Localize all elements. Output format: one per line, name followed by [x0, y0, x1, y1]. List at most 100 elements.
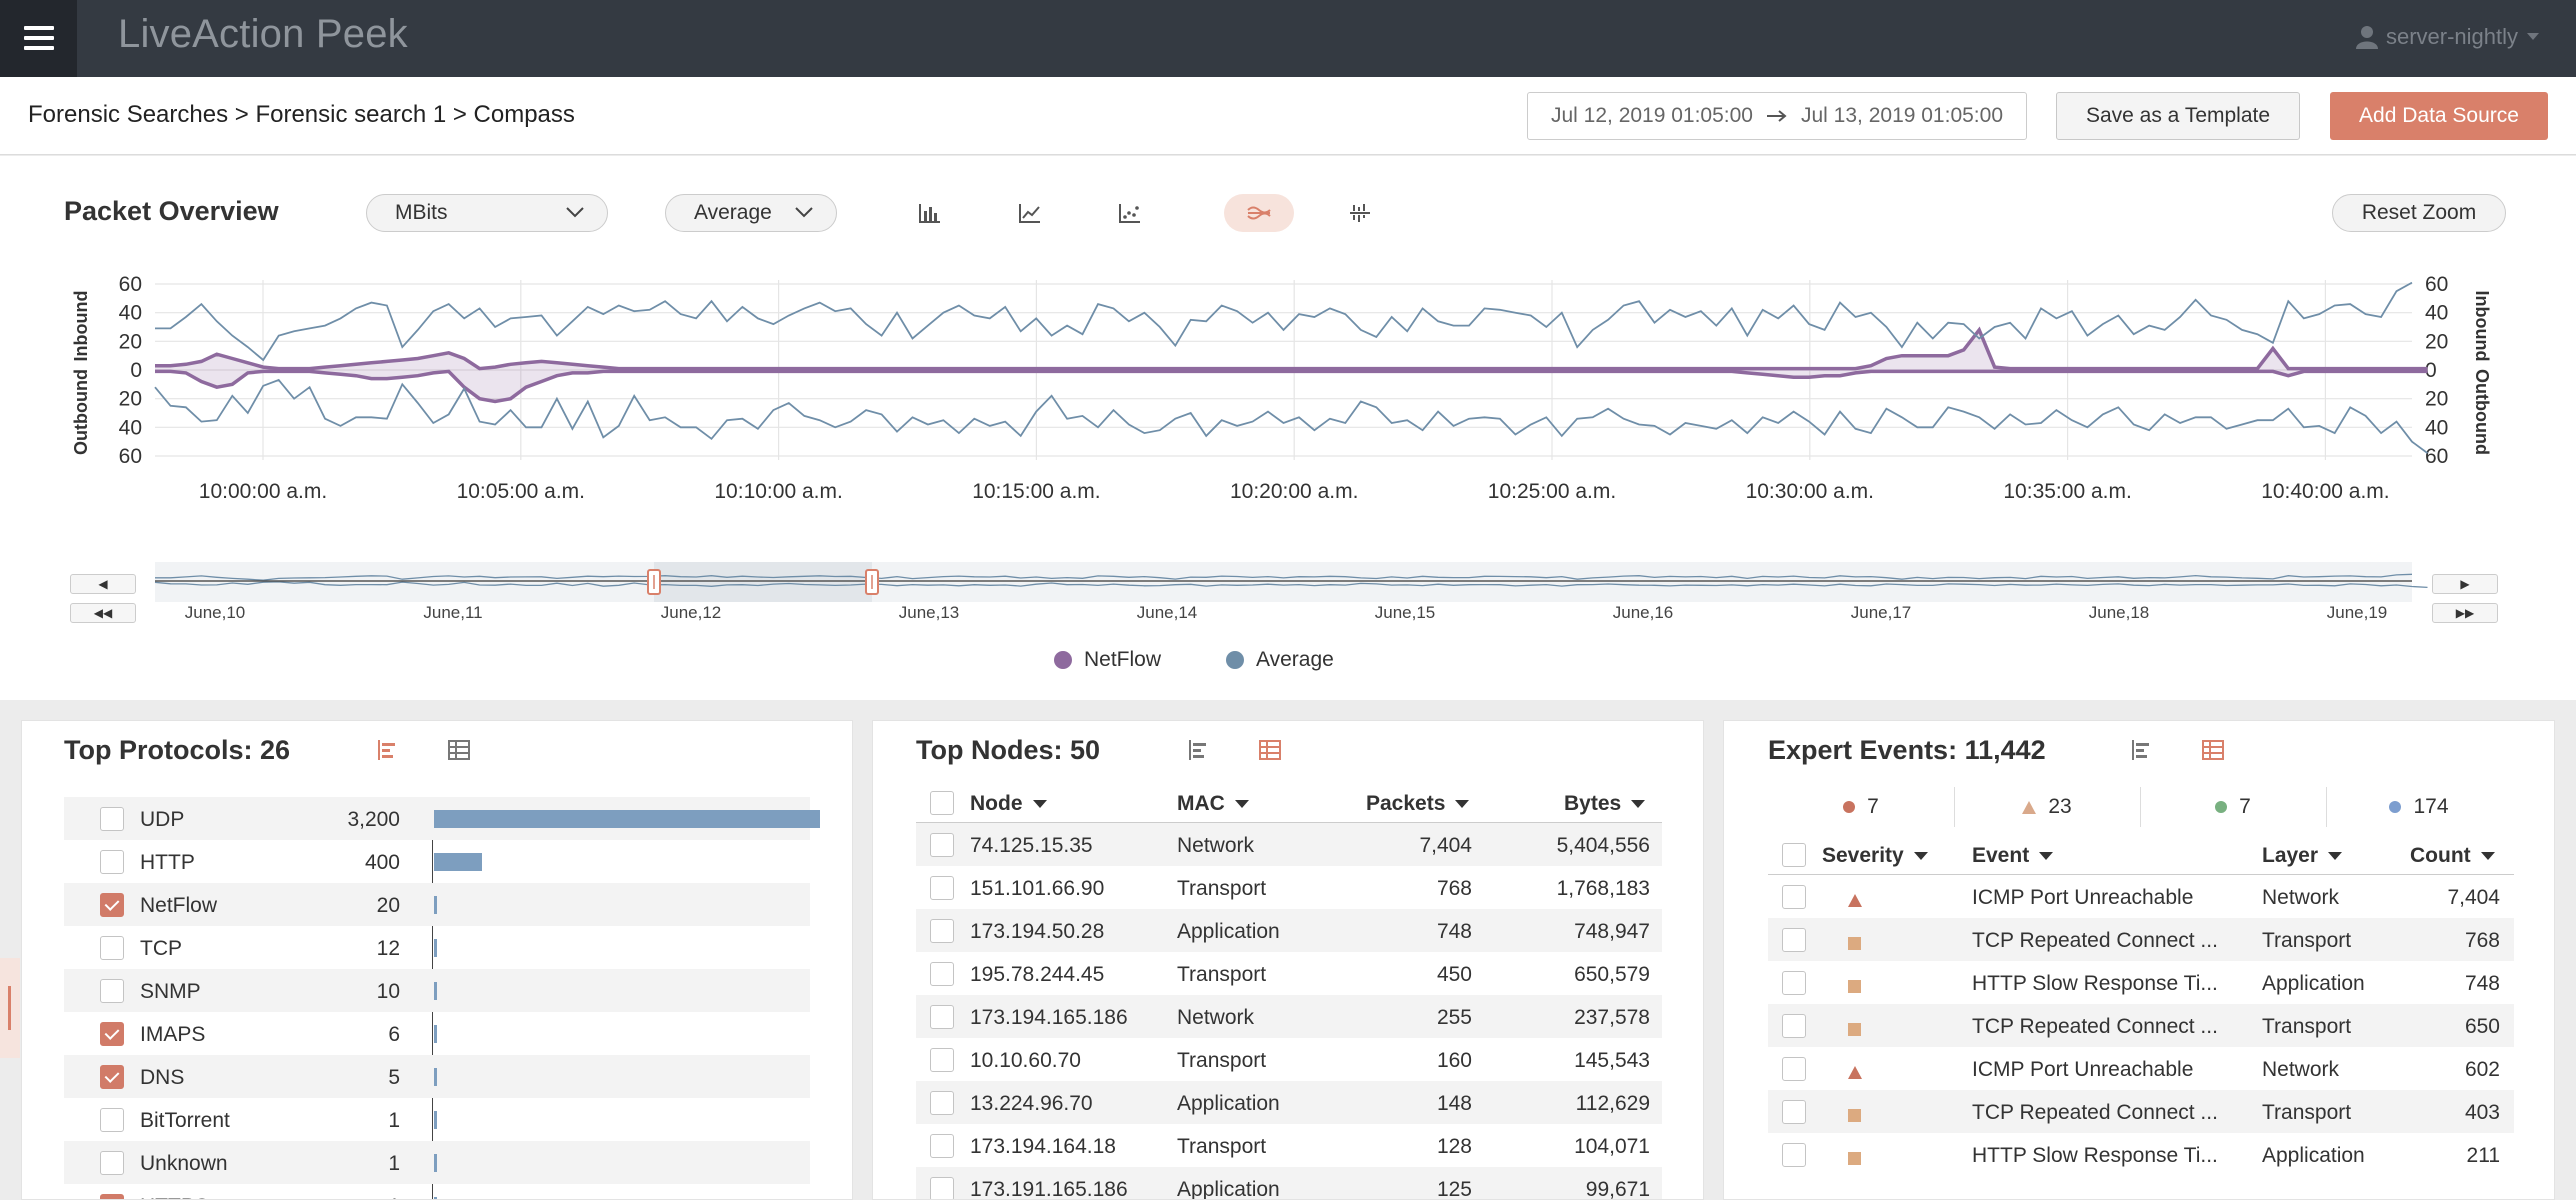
table-row[interactable]: 173.194.164.18 Transport 128 104,071 [916, 1124, 1662, 1167]
add-data-source-button[interactable]: Add Data Source [2330, 92, 2548, 140]
column-node[interactable]: Node [970, 792, 1047, 816]
protocol-row[interactable]: SNMP 10 [64, 969, 810, 1012]
protocol-bar[interactable] [434, 982, 437, 1000]
reset-zoom-button[interactable]: Reset Zoom [2332, 194, 2506, 232]
netflow-inbound-line[interactable] [155, 326, 2428, 371]
protocol-row[interactable]: Unknown 1 [64, 1141, 810, 1184]
row-checkbox[interactable] [930, 1048, 954, 1072]
table-row[interactable]: 173.191.165.186 Application 125 99,671 [916, 1167, 1662, 1199]
table-view-icon[interactable] [2202, 739, 2224, 766]
protocol-checkbox[interactable] [100, 1065, 124, 1089]
table-row[interactable]: 74.125.15.35 Network 7,404 5,404,556 [916, 823, 1662, 866]
protocol-row[interactable]: DNS 5 [64, 1055, 810, 1098]
protocol-checkbox[interactable] [100, 979, 124, 1003]
netflow-outbound-line[interactable] [155, 369, 2428, 404]
column-layer[interactable]: Layer [2262, 844, 2343, 868]
row-checkbox[interactable] [1782, 1057, 1806, 1081]
protocol-row[interactable]: NetFlow 20 [64, 883, 810, 926]
row-checkbox[interactable] [1782, 1014, 1806, 1038]
date-range-picker[interactable]: Jul 12, 2019 01:05:00 Jul 13, 2019 01:05… [1527, 92, 2027, 140]
row-checkbox[interactable] [930, 833, 954, 857]
row-checkbox[interactable] [930, 1091, 954, 1115]
protocol-checkbox[interactable] [100, 1151, 124, 1175]
breadcrumb[interactable]: Forensic Searches > Forensic search 1 > … [28, 101, 575, 128]
protocol-checkbox[interactable] [100, 850, 124, 874]
protocol-bar[interactable] [434, 1068, 437, 1086]
table-row[interactable]: 195.78.244.45 Transport 450 650,579 [916, 952, 1662, 995]
protocol-checkbox[interactable] [100, 807, 124, 831]
bar-view-icon[interactable] [1188, 739, 1210, 766]
column-bytes[interactable]: Bytes [1564, 792, 1646, 816]
protocol-checkbox[interactable] [100, 1022, 124, 1046]
save-as-template-button[interactable]: Save as a Template [2056, 92, 2300, 140]
average-inbound-line[interactable] [155, 281, 2413, 362]
row-checkbox[interactable] [1782, 1143, 1806, 1167]
protocol-bar[interactable] [434, 1197, 437, 1199]
aggregation-select[interactable]: Average [665, 194, 837, 232]
row-checkbox[interactable] [930, 919, 954, 943]
protocol-bar[interactable] [434, 896, 437, 914]
table-row[interactable]: 173.194.50.28 Application 748 748,947 [916, 909, 1662, 952]
protocol-checkbox[interactable] [100, 936, 124, 960]
row-checkbox[interactable] [930, 1005, 954, 1029]
row-checkbox[interactable] [1782, 1100, 1806, 1124]
table-row[interactable]: TCP Repeated Connect ... Transport 650 [1768, 1004, 2514, 1047]
bar-view-icon[interactable] [377, 739, 399, 766]
column-count[interactable]: Count [2410, 844, 2495, 868]
scatter-chart-icon[interactable] [1095, 194, 1165, 232]
legend-average[interactable]: Average [1226, 648, 1334, 672]
protocol-bar[interactable] [434, 810, 820, 828]
protocol-row[interactable]: BitTorrent 1 [64, 1098, 810, 1141]
row-checkbox[interactable] [1782, 928, 1806, 952]
column-grid-icon[interactable] [1325, 194, 1395, 232]
bar-view-icon[interactable] [2131, 739, 2153, 766]
mirror-area-chart-icon[interactable] [1224, 194, 1294, 232]
row-checkbox[interactable] [930, 876, 954, 900]
select-all-checkbox[interactable] [930, 791, 954, 815]
table-row[interactable]: ICMP Port Unreachable Network 7,404 [1768, 875, 2514, 918]
protocol-row[interactable]: UDP 3,200 [64, 797, 820, 840]
table-view-icon[interactable] [1259, 739, 1281, 766]
average-outbound-line[interactable] [154, 378, 2429, 454]
column-severity[interactable]: Severity [1822, 844, 1928, 868]
select-all-checkbox[interactable] [1782, 843, 1806, 867]
table-row[interactable]: 10.10.60.70 Transport 160 145,543 [916, 1038, 1662, 1081]
user-menu[interactable]: server-nightly [2355, 24, 2540, 50]
protocol-bar[interactable] [434, 853, 483, 871]
row-checkbox[interactable] [930, 1134, 954, 1158]
table-row[interactable]: HTTP Slow Response Ti... Application 748 [1768, 961, 2514, 1004]
severity-count-major[interactable]: 23 [1954, 795, 2140, 819]
navigator-selection[interactable] [654, 562, 872, 602]
table-view-icon[interactable] [448, 739, 470, 766]
row-checkbox[interactable] [930, 962, 954, 986]
protocol-bar[interactable] [434, 939, 437, 957]
protocol-bar[interactable] [434, 1154, 437, 1172]
severity-count-minor[interactable]: 7 [2140, 795, 2326, 819]
protocol-row[interactable]: IMAPS 6 [64, 1012, 810, 1055]
legend-netflow[interactable]: NetFlow [1054, 648, 1161, 672]
unit-select[interactable]: MBits [366, 194, 608, 232]
navigator-first-button[interactable]: ◀◀ [70, 603, 136, 623]
column-event[interactable]: Event [1972, 844, 2054, 868]
row-checkbox[interactable] [1782, 971, 1806, 995]
severity-count-info[interactable]: 174 [2326, 795, 2512, 819]
table-row[interactable]: 13.224.96.70 Application 148 112,629 [916, 1081, 1662, 1124]
severity-count-critical[interactable]: 7 [1768, 795, 1954, 819]
row-checkbox[interactable] [930, 1177, 954, 1199]
table-row[interactable]: 173.194.165.186 Network 255 237,578 [916, 995, 1662, 1038]
table-row[interactable]: TCP Repeated Connect ... Transport 768 [1768, 918, 2514, 961]
line-chart-icon[interactable] [995, 194, 1065, 232]
protocol-checkbox[interactable] [100, 1194, 124, 1199]
table-row[interactable]: TCP Repeated Connect ... Transport 403 [1768, 1090, 2514, 1133]
protocol-bar[interactable] [434, 1111, 437, 1129]
column-mac[interactable]: MAC [1177, 792, 1249, 816]
hamburger-menu-icon[interactable] [0, 0, 77, 77]
protocol-row[interactable]: TCP 12 [64, 926, 810, 969]
protocol-row[interactable]: HTTP 400 [64, 840, 810, 883]
protocol-bar[interactable] [434, 1025, 437, 1043]
table-row[interactable]: 151.101.66.90 Transport 768 1,768,183 [916, 866, 1662, 909]
protocol-checkbox[interactable] [100, 1108, 124, 1132]
packet-overview-chart[interactable]: 60 60 40 40 20 20 0 0 20 20 40 40 60 60 10:00:00 a.m. 1… [0, 256, 2576, 646]
navigator-prev-button[interactable]: ◀ [70, 574, 136, 594]
